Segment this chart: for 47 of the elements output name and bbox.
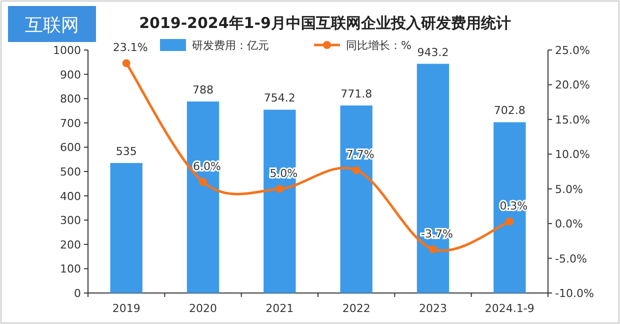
y-tick-label: 200 [60,238,81,252]
bar [186,102,220,293]
chart-title: 2019-2024年1-9月中国互联网企业投入研发费用统计 [139,14,511,32]
y2-tick-label: -5.0% [555,252,587,266]
x-tick-label: 2024.1-9 [484,302,534,315]
legend-label: 研发费用：亿元 [192,39,269,52]
x-tick-label: 2022 [342,302,370,315]
point [506,217,514,226]
point [276,184,284,193]
y2-tick-label: 10.0% [555,148,590,162]
y-tick-label: 800 [60,92,81,106]
point [352,166,360,174]
y2-tick-label: 20.0% [555,78,590,92]
point [122,59,130,68]
data-label: 702.8 [494,104,526,118]
x-tick-label: 2023 [419,302,447,315]
x-tick-label: 2020 [189,302,217,315]
bar [494,122,526,293]
y2-tick-label: 0.0% [555,218,583,231]
y2-tick-label: 5.0% [555,182,583,196]
y-tick-label: 300 [60,214,81,228]
y-tick-label: 0 [74,287,81,300]
y-tick-label: 900 [60,68,81,82]
y-tick-label: 400 [60,190,81,203]
y2-tick-label: 25.0% [555,44,590,57]
x-tick-label: 2019 [112,302,140,315]
annotation-badge: 互联网 [8,6,96,42]
data-label: 943.2 [417,46,449,59]
x-tick-label: 2021 [266,302,294,315]
data-label: 788 [192,84,214,97]
y-tick-label: 1000 [53,44,81,57]
data-label: 23.1% [112,41,148,54]
y-tick-label: 600 [60,141,81,154]
bar [264,110,296,293]
point [199,178,207,186]
data-label: 771.8 [340,87,372,100]
data-label: 535 [116,144,137,158]
bar [340,105,372,293]
y-tick-label: 100 [60,262,81,276]
y-tick-label: 700 [60,116,81,130]
data-label: 754.2 [264,92,296,105]
point [429,245,437,254]
y-tick-label: 500 [60,166,81,178]
y2-tick-label: 15.0% [555,113,590,126]
y2-tick-label: -10.0% [555,287,594,300]
legend-label: 同比增长：% [346,39,412,52]
bar [110,162,142,293]
